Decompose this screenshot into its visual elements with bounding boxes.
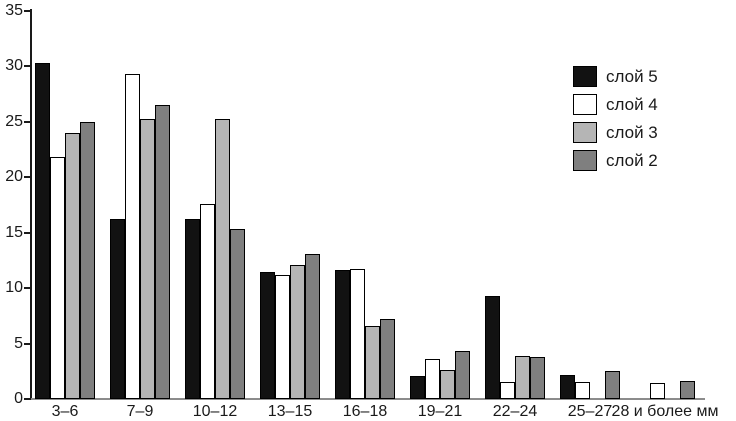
bar-слой-3-19–21 (440, 370, 455, 399)
bar-слой-2-13–15 (305, 254, 320, 399)
bar-слой-5-25–27 (560, 375, 575, 399)
bar-слой-5-3–6 (35, 63, 50, 399)
legend-item: слой 2 (573, 150, 658, 171)
y-tick-mark (24, 231, 31, 234)
y-tick-label: 30 (5, 57, 23, 75)
bar-слой-5-22–24 (485, 296, 500, 399)
bar-слой-5-16–18 (335, 270, 350, 399)
y-tick-mark (24, 398, 31, 400)
bar-слой-3-3–6 (65, 133, 80, 399)
bar-слой-3-10–12 (215, 119, 230, 399)
x-tick-label: 28 и более мм (611, 403, 719, 420)
legend-item: слой 3 (573, 122, 658, 143)
bar-слой-5-13–15 (260, 272, 275, 399)
bar-слой-4-28-и-более-мм (650, 383, 665, 399)
bar-слой-3-22–24 (515, 356, 530, 399)
y-tick-label: 20 (5, 168, 23, 186)
y-tick-mark (24, 120, 31, 123)
bar-слой-4-3–6 (50, 157, 65, 399)
legend-swatch-icon (573, 150, 597, 171)
x-tick-label: 13–15 (267, 403, 313, 420)
bar-слой-2-22–24 (530, 357, 545, 399)
bar-слой-4-7–9 (125, 74, 140, 399)
x-tick-label: 10–12 (192, 403, 238, 420)
legend-swatch-icon (573, 94, 597, 115)
legend-label: слой 5 (606, 67, 658, 86)
legend-label: слой 3 (606, 123, 658, 142)
bar-слой-2-28-и-более-мм (680, 381, 695, 399)
legend-swatch-icon (573, 66, 597, 87)
y-axis (30, 9, 32, 400)
y-tick-mark (24, 176, 31, 179)
bar-слой-5-10–12 (185, 219, 200, 399)
y-tick-label: 5 (14, 334, 23, 352)
y-tick-label: 15 (5, 223, 23, 241)
y-tick-mark (24, 342, 31, 345)
bar-слой-2-25–27 (605, 371, 620, 399)
x-tick-label: 19–21 (417, 403, 463, 420)
bar-слой-4-19–21 (425, 359, 440, 399)
y-tick-mark (24, 287, 31, 290)
bar-слой-3-7–9 (140, 119, 155, 399)
bar-слой-3-13–15 (290, 265, 305, 399)
legend-item: слой 4 (573, 94, 658, 115)
legend: слой 5 слой 4 слой 3 слой 2 (573, 66, 658, 178)
x-tick-label: 22–24 (492, 403, 538, 420)
x-tick-label: 3–6 (51, 403, 79, 420)
y-tick-label: 10 (5, 279, 23, 297)
legend-label: слой 4 (606, 95, 658, 114)
x-tick-label: 25–27 (567, 403, 613, 420)
bar-слой-5-7–9 (110, 219, 125, 399)
bar-слой-4-22–24 (500, 382, 515, 399)
bar-слой-4-25–27 (575, 382, 590, 399)
bar-слой-4-13–15 (275, 275, 290, 399)
legend-swatch-icon (573, 122, 597, 143)
bar-слой-2-10–12 (230, 229, 245, 399)
bar-слой-5-19–21 (410, 376, 425, 399)
x-tick-label: 7–9 (126, 403, 154, 420)
y-tick-mark (24, 10, 31, 12)
y-tick-mark (24, 65, 31, 68)
y-tick-label: 0 (14, 390, 23, 407)
x-axis (30, 398, 705, 400)
bar-слой-2-19–21 (455, 351, 470, 399)
bar-слой-4-16–18 (350, 269, 365, 399)
y-tick-label: 35 (5, 2, 23, 19)
y-tick-label: 25 (5, 112, 23, 130)
legend-item: слой 5 (573, 66, 658, 87)
bar-слой-3-16–18 (365, 326, 380, 399)
legend-label: слой 2 (606, 151, 658, 170)
bar-слой-2-7–9 (155, 105, 170, 399)
bar-слой-2-16–18 (380, 319, 395, 399)
x-tick-label: 16–18 (342, 403, 388, 420)
bar-слой-4-10–12 (200, 204, 215, 399)
bar-слой-2-3–6 (80, 122, 95, 399)
